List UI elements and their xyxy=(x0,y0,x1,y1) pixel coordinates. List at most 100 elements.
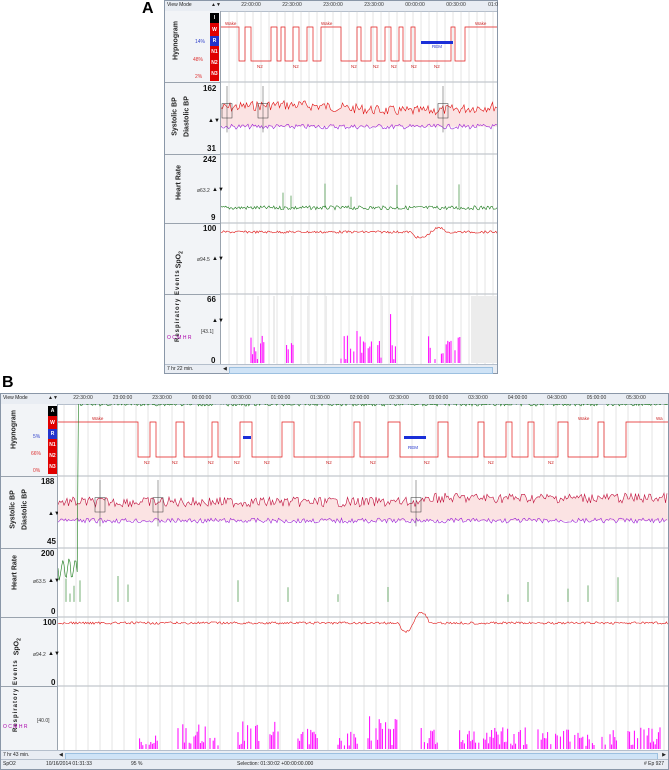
panel-a-toolbar: View Mode ▲▼ 22:00:00 22:30:00 23:00:00 … xyxy=(165,1,498,12)
stage-label: N2 xyxy=(391,64,397,69)
rem-bar xyxy=(243,436,251,439)
resp-scale-arrows[interactable]: ▲▼ xyxy=(212,318,224,324)
hr-min: 0 xyxy=(51,607,56,616)
bp-boxplot xyxy=(221,103,233,119)
spo2-subscript: 2 xyxy=(16,638,23,641)
pct-rem: 5% xyxy=(33,434,41,440)
hr-min: 9 xyxy=(211,213,216,222)
hypnogram-trace xyxy=(58,421,668,458)
sleep-stage-legend: I W R N1 N2 N3 xyxy=(210,13,219,81)
event-background xyxy=(381,296,383,363)
spo2-trace xyxy=(221,226,497,239)
panel-b-label: B xyxy=(2,374,14,391)
bp-scale-arrows[interactable]: ▲▼ xyxy=(208,118,220,124)
resp-min: 0 xyxy=(211,356,216,365)
stage-label: Wake xyxy=(475,21,487,26)
event-background xyxy=(471,296,497,363)
status-channel: SpO2 xyxy=(3,761,16,767)
time-tick: 00:30:00 xyxy=(231,395,251,401)
spo2-scale-arrows[interactable]: ▲▼ xyxy=(48,651,60,657)
hypnogram-title: Hypnogram xyxy=(172,21,180,60)
status-value: 95 % xyxy=(131,761,143,767)
stage-n1: N1 xyxy=(211,49,218,55)
panel-b-time-ticks: 22:30:00 23:00:00 23:30:00 00:00:00 00:30:00… xyxy=(1,394,668,404)
panel-b-toolbar: View Mode ▲▼ xyxy=(1,394,668,405)
time-tick: 00:00:00 xyxy=(405,2,425,8)
timeline-scrollbar[interactable] xyxy=(229,367,493,374)
stage-label: N2 xyxy=(208,460,214,465)
panel-b-plot-area[interactable]: Wake N2 N2 N2 N2 N2 N2 N2 REM N2 N2 N2 Wake Wa xyxy=(58,404,668,750)
panel-a-plot-area[interactable]: Wake N2 N2 Wake N2 N2 N2 N2 N2 REM Wake xyxy=(221,11,497,365)
diastolic-bp-title: Diastolic BP xyxy=(183,96,191,137)
heart-rate-title: Heart Rate xyxy=(175,165,183,201)
stage-label: N2 xyxy=(293,64,299,69)
stage-w: W xyxy=(50,420,55,426)
scroll-left-icon[interactable]: ◀ xyxy=(223,366,227,372)
resp-max: 66 xyxy=(207,295,216,304)
hr-scale-arrows[interactable]: ▲▼ xyxy=(212,187,224,193)
bp-boxplot xyxy=(152,497,164,513)
row-divider xyxy=(165,294,220,295)
stage-label: N2 xyxy=(424,460,430,465)
hr-average: ø63.5 xyxy=(33,579,46,585)
view-mode-button[interactable]: View Mode xyxy=(3,395,28,401)
stage-label: N2 xyxy=(411,64,417,69)
stage-a: A xyxy=(48,406,57,416)
spo2-subscript: 2 xyxy=(178,251,185,254)
diastolic-bp-title: Diastolic BP xyxy=(21,489,29,530)
scroll-left-icon[interactable]: ◀ xyxy=(59,752,63,758)
bp-fill xyxy=(58,493,668,521)
pct-n3: 0% xyxy=(33,468,41,474)
time-tick: 23:00:00 xyxy=(112,395,133,401)
event-background xyxy=(411,296,413,363)
hypnogram-trace xyxy=(221,26,497,62)
zoom-duration: 7 hr 43 min. xyxy=(3,752,30,758)
stage-label: N2 xyxy=(434,64,440,69)
bp-boxplot xyxy=(437,103,449,119)
scroll-right-icon[interactable]: ▶ xyxy=(662,752,666,758)
stage-label: Wake xyxy=(578,416,590,421)
systolic-bp-title: Systolic BP xyxy=(171,97,179,136)
panel-b-channel-labels: Hypnogram 5% 66% 0% A W R N1 N2 N3 Systo… xyxy=(1,404,60,750)
row-divider xyxy=(1,617,57,618)
pct-n3: 2% xyxy=(195,74,203,80)
row-divider xyxy=(1,686,57,687)
stage-label: Wake xyxy=(92,416,104,421)
stage-n2: N2 xyxy=(211,60,218,66)
status-epoch: # Ep 927 xyxy=(643,761,664,767)
time-tick: 02:30:00 xyxy=(389,395,409,401)
panel-b-statusbar: SpO2 10/16/2014 01:31:33 95 % Selection:… xyxy=(1,759,668,769)
time-tick: 03:30:00 xyxy=(468,395,488,401)
event-background xyxy=(307,296,309,363)
bp-scale-arrows[interactable]: ▲▼ xyxy=(48,511,60,517)
stage-i: I xyxy=(210,13,219,23)
bp-min: 45 xyxy=(47,537,56,546)
hr-average: ø63.2 xyxy=(197,188,210,194)
time-tick: 22:30:00 xyxy=(73,395,93,401)
stage-label: N2 xyxy=(373,64,379,69)
panel-a-statusbar: 7 hr 22 min. ◀ xyxy=(165,364,497,374)
spo2-title-text: SpO xyxy=(13,640,21,656)
view-mode-button[interactable]: View Mode xyxy=(167,2,192,8)
panel-b-zoom-bar: 7 hr 43 min. ◀ ▶ xyxy=(1,750,668,760)
systolic-trace xyxy=(221,99,497,116)
row-divider xyxy=(165,223,220,224)
spo2-scale-arrows[interactable]: ▲▼ xyxy=(212,256,224,262)
time-tick: 05:00:00 xyxy=(586,395,607,401)
panel-b-window: View Mode ▲▼ 22:30:00 23:00:00 23:30:00 00:… xyxy=(0,393,669,770)
stage-label: N2 xyxy=(144,460,150,465)
row-divider xyxy=(165,82,220,83)
bp-max: 162 xyxy=(203,84,217,93)
row-divider xyxy=(1,476,57,477)
sort-icon[interactable]: ▲▼ xyxy=(48,395,58,401)
bp-fill xyxy=(221,100,497,127)
resp-average: [40.0] xyxy=(37,718,50,724)
stage-r: R xyxy=(210,36,219,46)
spo2-average: ø94.2 xyxy=(33,652,46,658)
time-tick: 04:00:00 xyxy=(507,395,528,401)
hr-scale-arrows[interactable]: ▲▼ xyxy=(48,578,60,584)
time-tick: 02:00:00 xyxy=(349,395,370,401)
spo2-title: SpO2 xyxy=(13,632,22,662)
stage-label: N2 xyxy=(351,64,357,69)
sort-icon[interactable]: ▲▼ xyxy=(211,2,221,8)
